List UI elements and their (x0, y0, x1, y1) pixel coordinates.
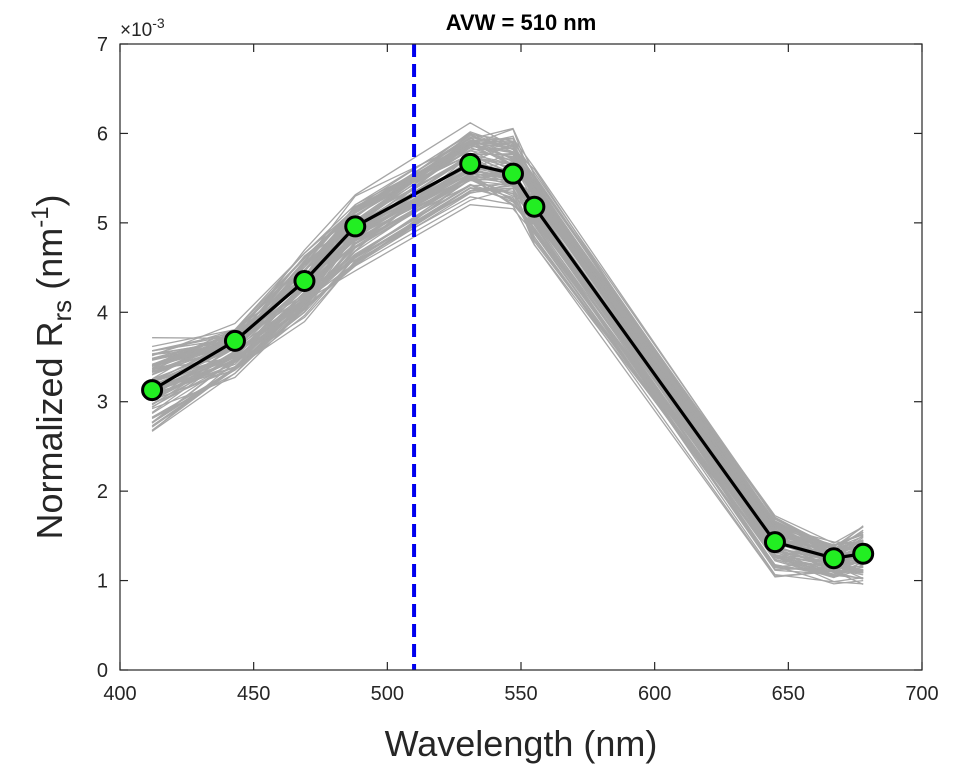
mean-point (141, 379, 164, 402)
x-axis-label: Wavelength (nm) (385, 723, 658, 764)
mean-point (852, 542, 875, 565)
y-multiplier-exponent: -3 (152, 15, 165, 31)
spectrum-line (151, 183, 864, 580)
y-tick-label: 0 (97, 660, 108, 682)
mean-point (763, 531, 786, 554)
y-label-superscript: -1 (27, 206, 54, 227)
y-axis-label: Normalized Rrs (nm-1) (27, 194, 77, 539)
y-tick-label: 2 (97, 481, 108, 503)
spectrum-line (152, 122, 864, 548)
chart-title: AVW = 510 nm (446, 10, 597, 35)
y-multiplier-base: ×10 (120, 20, 152, 41)
mean-point (344, 215, 367, 238)
mean-point (459, 152, 482, 175)
mean-point (822, 547, 845, 570)
x-tick-label: 700 (905, 683, 938, 705)
mean-point (293, 269, 316, 292)
spectrum-line (151, 136, 864, 549)
x-tick-label: 500 (371, 683, 404, 705)
spectrum-line (151, 143, 864, 551)
x-tick-label: 450 (237, 683, 270, 705)
spectrum-line (151, 133, 864, 546)
mean-point (223, 329, 246, 352)
spectrum-line (151, 139, 864, 560)
y-label-unit-open: (nm (29, 228, 70, 290)
y-tick-label: 1 (97, 571, 108, 593)
axis-ticks: 400 450 500 550 600 650 700 0 1 2 3 4 5 6 7 (97, 34, 939, 705)
x-tick-label: 400 (103, 683, 136, 705)
mean-spectrum (141, 152, 875, 570)
spectrum-line (151, 196, 864, 585)
mean-point (523, 195, 546, 218)
mean-point (501, 162, 524, 185)
spectrum-line (151, 204, 864, 585)
spectrum-line (151, 135, 864, 544)
y-label-prefix: Normalized R (29, 321, 70, 539)
x-tick-label: 650 (772, 683, 805, 705)
y-tick-label: 3 (97, 392, 108, 414)
y-tick-label: 6 (97, 123, 108, 145)
y-tick-label: 7 (97, 34, 108, 56)
y-tick-label: 4 (97, 302, 108, 324)
y-label-subscript: rs (47, 300, 77, 322)
y-tick-label: 5 (97, 213, 108, 235)
y-axis-multiplier: ×10-3 (120, 15, 165, 41)
spectrum-line (151, 177, 864, 567)
y-label-unit-close: ) (29, 194, 70, 206)
mean-line (151, 162, 864, 560)
spectrum-line (151, 180, 864, 579)
spectrum-line (151, 166, 864, 563)
x-tick-label: 550 (504, 683, 537, 705)
x-tick-label: 600 (638, 683, 671, 705)
